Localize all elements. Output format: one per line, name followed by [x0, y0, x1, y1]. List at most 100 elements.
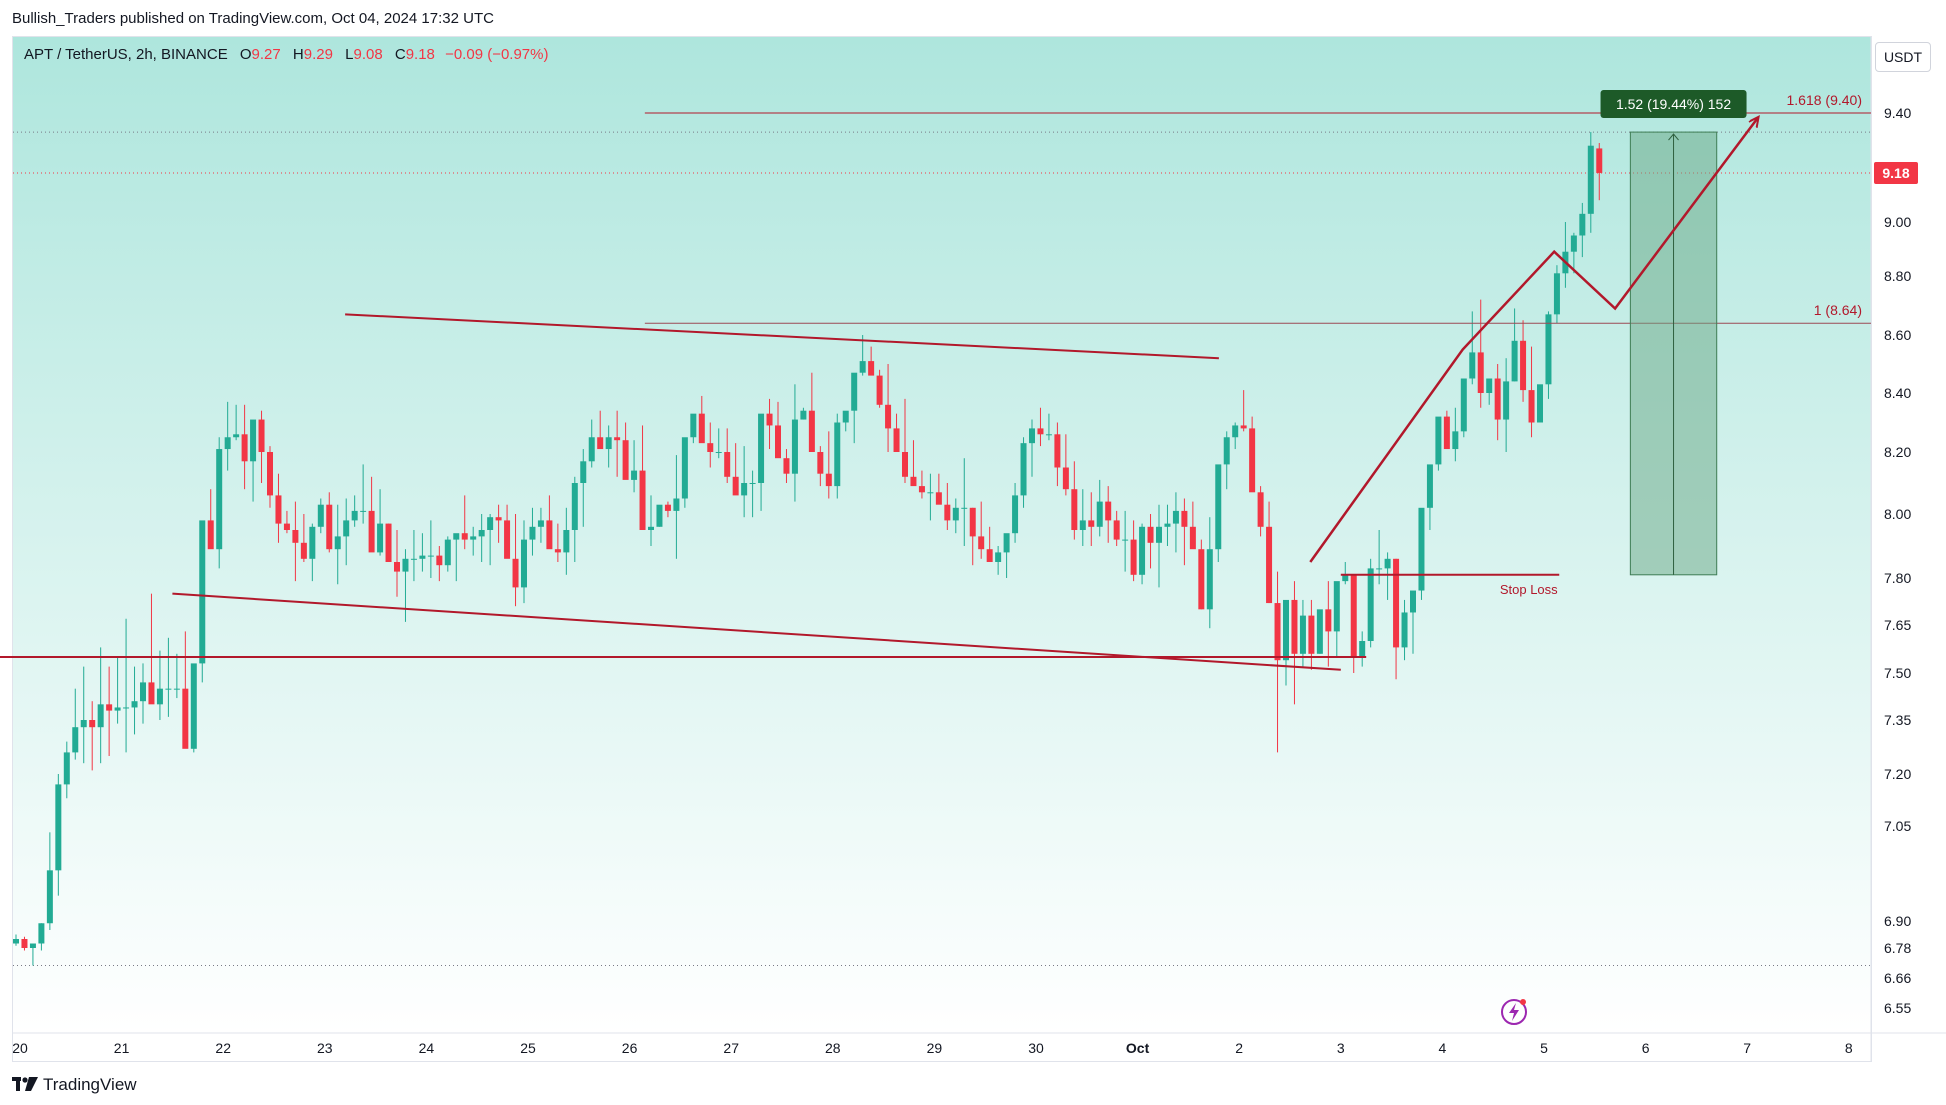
candle [1079, 489, 1086, 546]
stop-loss-label: Stop Loss [1500, 582, 1558, 597]
candle [588, 419, 595, 468]
candle [521, 520, 527, 604]
price-tick-label: 8.00 [1884, 506, 1911, 522]
last-price-badge [1874, 161, 1918, 184]
candle [55, 774, 62, 896]
price-tick-label: 6.90 [1884, 913, 1911, 929]
projection-path[interactable] [1309, 118, 1757, 563]
candle [834, 413, 841, 499]
time-tick-label: 2 [1235, 1040, 1243, 1056]
candle [114, 657, 121, 724]
candle [427, 520, 434, 578]
candle [1342, 562, 1349, 585]
candle [935, 473, 942, 505]
candle [1223, 431, 1230, 490]
time-tick-label: 25 [520, 1040, 536, 1056]
candle [1130, 520, 1137, 582]
candle [1037, 407, 1044, 447]
candle [1596, 142, 1603, 201]
target-label-bg [1600, 90, 1747, 118]
candle [63, 741, 70, 799]
plot-background [13, 37, 1871, 1033]
candle [808, 372, 815, 452]
low-label: L [345, 46, 354, 63]
candle [563, 507, 570, 575]
candle [868, 346, 875, 376]
candle [199, 520, 206, 683]
reference-lines [13, 131, 1871, 966]
candle [631, 440, 638, 493]
candle [1316, 609, 1323, 654]
candle [1553, 265, 1560, 324]
candle [97, 647, 104, 764]
price-tick-label: 6.66 [1884, 970, 1911, 986]
target-arrow-icon [1668, 133, 1679, 141]
target-label: 1.52 (19.44%) 152 [1616, 96, 1731, 112]
footer-brand[interactable]: TradingView [12, 1075, 137, 1095]
candle [1494, 364, 1501, 441]
candle [1164, 504, 1171, 546]
candles [13, 132, 1603, 966]
candle [1240, 390, 1247, 432]
candle [495, 504, 502, 543]
candle [478, 514, 485, 562]
price-tick-label: 7.80 [1884, 570, 1911, 586]
candle [436, 546, 443, 582]
candle [597, 410, 604, 450]
candle [368, 476, 375, 553]
tradingview-logo-icon [12, 1077, 38, 1091]
candle [1122, 510, 1129, 572]
candle [842, 410, 849, 432]
candle [29, 943, 36, 966]
high-value: 9.29 [303, 46, 333, 63]
last-price-label: 9.18 [1882, 165, 1909, 181]
candle [385, 523, 392, 562]
candle [1206, 517, 1213, 629]
close-label: C [394, 46, 406, 63]
price-tick-label: 7.05 [1884, 818, 1911, 834]
candle [1511, 308, 1518, 382]
open-value: 9.27 [251, 46, 281, 63]
price-tick-label: 7.35 [1884, 712, 1911, 728]
candle [275, 473, 282, 543]
candle [1503, 358, 1510, 452]
candle [1071, 461, 1078, 540]
candle [1012, 483, 1019, 543]
candle [13, 934, 19, 946]
candle [859, 335, 866, 376]
candle [546, 495, 553, 550]
time-tick-label: 6 [1642, 1040, 1650, 1056]
high-label: H [292, 46, 304, 63]
candle [732, 443, 739, 496]
upper-trendline[interactable] [345, 313, 1219, 360]
candle [1545, 311, 1552, 399]
candle [969, 507, 976, 566]
candle [690, 413, 697, 444]
candle [715, 428, 722, 459]
candle [1308, 599, 1315, 670]
candle [656, 504, 663, 527]
candle [1460, 378, 1467, 438]
currency-button[interactable]: USDT [1875, 42, 1931, 72]
time-tick-label: 22 [215, 1040, 231, 1056]
fib-level-label: 1.618 (9.40) [1787, 92, 1863, 108]
candle [190, 663, 197, 753]
candle [1359, 631, 1366, 667]
time-tick-label: 30 [1028, 1040, 1044, 1056]
flash-icon[interactable] [1501, 999, 1527, 1025]
candle [1215, 464, 1222, 562]
candle [156, 650, 163, 720]
symbol-legend: APT / TetherUS, 2h, BINANCE O9.27 H9.29 … [24, 46, 548, 63]
candle [1232, 422, 1239, 450]
candle [1257, 486, 1264, 537]
candle [1088, 492, 1095, 546]
price-tick-label: 6.55 [1884, 1000, 1911, 1016]
candle [123, 618, 130, 753]
time-tick-label: 4 [1439, 1040, 1447, 1056]
time-tick-label: 27 [723, 1040, 739, 1056]
candle [766, 398, 773, 450]
time-tick-label: 7 [1743, 1040, 1751, 1056]
candle [783, 449, 790, 483]
symbol-name: APT / TetherUS, 2h, BINANCE [24, 46, 228, 63]
